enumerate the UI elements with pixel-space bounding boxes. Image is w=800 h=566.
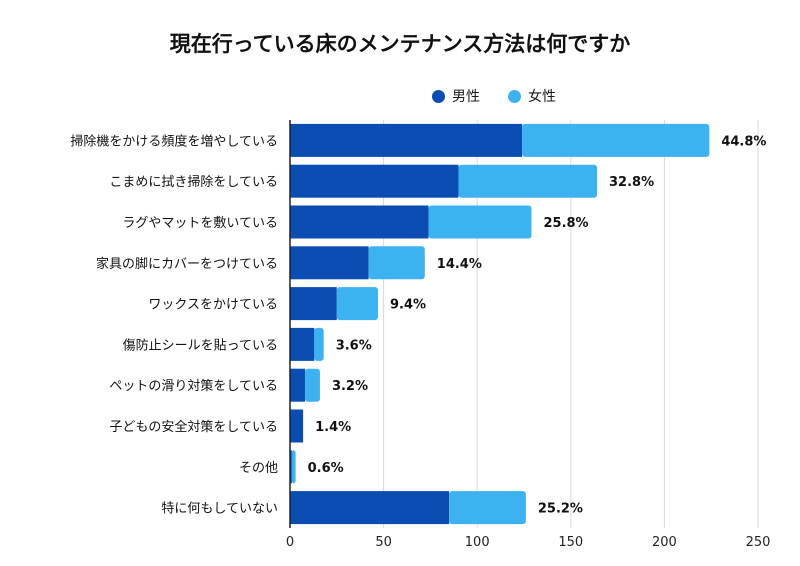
data-label: 32.8%: [609, 175, 654, 190]
bar-male: [290, 368, 305, 402]
x-tick-label: 150: [558, 535, 583, 550]
category-label: 特に何もしていない: [161, 501, 278, 517]
bar-female: [522, 123, 710, 157]
legend-swatch-male: [432, 89, 445, 103]
data-label: 3.6%: [336, 338, 372, 353]
legend-item-female: 女性: [508, 86, 556, 106]
bar-female: [314, 327, 324, 361]
data-label: 44.8%: [721, 134, 766, 149]
bar-male: [290, 205, 429, 239]
x-tick-label: 200: [652, 535, 677, 550]
bar-male: [290, 409, 304, 443]
bar-male: [290, 327, 315, 361]
legend-swatch-female: [508, 89, 521, 103]
category-label: 傷防止シールを貼っている: [123, 337, 278, 353]
data-label: 14.4%: [437, 257, 482, 272]
bar-female: [428, 205, 532, 239]
x-tick-label: 0: [286, 535, 294, 550]
legend-item-male: 男性: [432, 86, 480, 106]
bar-male: [290, 491, 450, 525]
bar-male: [290, 287, 337, 321]
bar-female: [304, 368, 320, 402]
category-label: 子どもの安全対策をしている: [109, 419, 278, 435]
bar-male: [290, 164, 459, 198]
category-label: こまめに拭き掃除をしている: [109, 174, 278, 190]
x-tick-label: 50: [375, 535, 392, 550]
bar-male: [290, 246, 369, 280]
x-tick-label: 100: [465, 535, 490, 550]
chart-title: 現在行っている床のメンテナンス方法は何ですか: [169, 32, 631, 56]
data-label: 25.2%: [538, 502, 583, 517]
category-label: 家具の脚にカバーをつけている: [96, 256, 278, 272]
legend-label-male: 男性: [452, 89, 480, 105]
x-tick-label: 250: [746, 535, 771, 550]
bar-female: [291, 450, 296, 484]
bar-female: [336, 287, 378, 321]
category-label: ペットの滑り対策をしている: [109, 378, 278, 394]
bar-male: [290, 123, 523, 157]
category-label: ワックスをかけている: [148, 298, 278, 313]
legend: 男性 女性: [432, 86, 556, 106]
category-label: 掃除機をかける頻度を増やしている: [70, 133, 278, 149]
data-label: 0.6%: [308, 461, 344, 476]
bar-female: [449, 491, 526, 525]
data-label: 25.8%: [543, 216, 588, 231]
data-label: 3.2%: [332, 379, 368, 394]
category-label: その他: [239, 461, 278, 476]
legend-label-female: 女性: [528, 89, 556, 105]
bar-female: [368, 246, 425, 280]
data-label: 1.4%: [315, 420, 351, 435]
bar-male: [290, 450, 292, 484]
bar-female: [458, 164, 598, 198]
category-label: ラグやマットを敷いている: [122, 216, 278, 231]
data-label: 9.4%: [390, 298, 426, 313]
